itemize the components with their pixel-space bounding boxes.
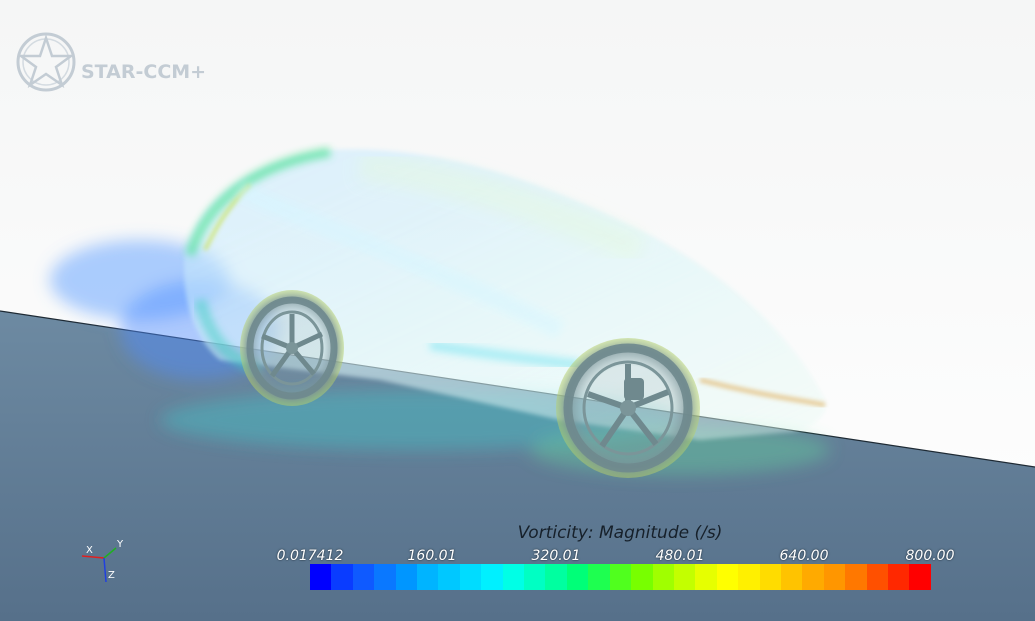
- colorbar-swatch: [438, 564, 460, 590]
- colorbar-swatch: [802, 564, 824, 590]
- colorbar-swatch: [909, 564, 931, 590]
- colorbar-swatch: [331, 564, 353, 590]
- colorbar-swatch: [866, 564, 888, 590]
- colorbar-swatch: [459, 564, 482, 590]
- axes-triad: X Y Z: [81, 539, 124, 583]
- z-axis-arrow: [103, 557, 107, 583]
- colorbar-swatch: [545, 564, 567, 590]
- legend-tick: 480.01: [655, 548, 705, 564]
- colorbar-swatch: [417, 564, 439, 590]
- colorbar-swatch: [481, 564, 503, 590]
- colorbar-swatch: [609, 564, 632, 590]
- logo-text: STAR-CCM+: [81, 61, 207, 83]
- colorbar-swatch: [631, 564, 653, 590]
- colorbar-swatch: [652, 564, 674, 590]
- colorbar-swatch: [352, 564, 375, 590]
- colorbar-swatch: [780, 564, 803, 590]
- colorbar-swatch: [845, 564, 867, 590]
- legend-tick: 160.01: [407, 548, 457, 564]
- z-axis-label: Z: [108, 570, 115, 581]
- y-axis-label: Y: [116, 539, 124, 550]
- colorbar-swatch: [310, 564, 332, 590]
- colorbar-swatch: [566, 564, 589, 590]
- colorbar-swatch: [673, 564, 696, 590]
- x-axis-label: X: [86, 545, 93, 556]
- legend-tick: 640.00: [779, 548, 829, 564]
- legend-title: Vorticity: Magnitude (/s): [517, 523, 723, 543]
- rear-wheel: [240, 290, 344, 406]
- y-axis-arrow: [103, 547, 117, 559]
- x-axis-arrow: [81, 555, 105, 559]
- colorbar-swatch: [374, 564, 396, 590]
- legend-colorbar: [310, 564, 931, 590]
- legend-tick: 320.01: [531, 548, 581, 564]
- colorbar-swatch: [588, 564, 610, 590]
- colorbar-swatch: [395, 564, 418, 590]
- colorbar-swatch: [716, 564, 739, 590]
- colorbar-swatch: [823, 564, 846, 590]
- colorbar-swatch: [759, 564, 781, 590]
- star-ccm-logo-icon: [16, 32, 76, 92]
- legend-tick: 800.00: [905, 548, 955, 564]
- colorbar-swatch: [887, 564, 910, 590]
- colorbar-swatch: [524, 564, 546, 590]
- colorbar-swatch: [502, 564, 525, 590]
- colorbar-swatch: [738, 564, 760, 590]
- colorbar-swatch: [695, 564, 717, 590]
- front-wheel: [556, 338, 700, 478]
- legend-tick: 0.017412: [276, 548, 344, 564]
